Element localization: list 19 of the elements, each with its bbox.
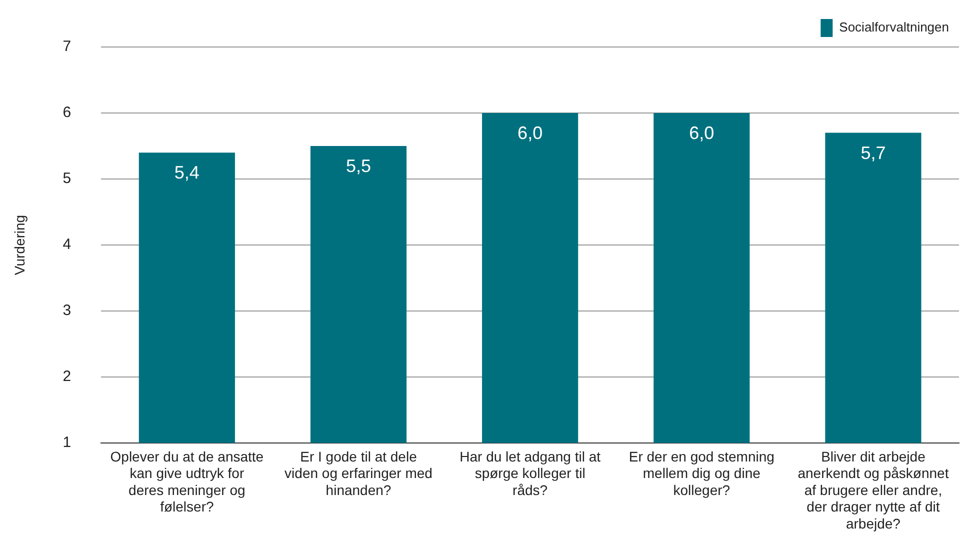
y-tick-label: 7 (62, 38, 72, 56)
x-tick-label: Er I gode til at dele viden og erfaringer med hinanden? (284, 448, 432, 498)
y-tick-label: 6 (62, 104, 72, 122)
y-tick-label: 3 (62, 302, 72, 320)
x-tick-label: Har du let adgang til at spørge kolleger til råds? (460, 448, 601, 498)
legend-label: Socialforvaltningen (839, 20, 950, 35)
y-tick-label: 5 (62, 170, 72, 188)
y-tick-label: 1 (62, 434, 72, 452)
x-tick-label: Er der en god stemning mellem dig og dine kolleger? (628, 448, 774, 498)
y-axis-title: Vurdering (11, 214, 28, 276)
data-label: 5,5 (346, 156, 372, 176)
data-label: 5,7 (860, 142, 886, 163)
x-tick-label: Oplever du at de ansatte kan give udtryk for deres meninger og følelser? (110, 448, 264, 515)
y-tick-label: 4 (62, 236, 72, 254)
y-tick-label: 2 (62, 368, 72, 386)
x-tick-label: Bliver dit arbejde anerkendt og påskønnet af brugere eller andre, der drager nytte af dit arbejde? (798, 448, 949, 532)
data-label: 5,4 (174, 162, 200, 183)
data-label: 6,0 (689, 122, 714, 143)
data-label: 6,0 (518, 122, 543, 143)
